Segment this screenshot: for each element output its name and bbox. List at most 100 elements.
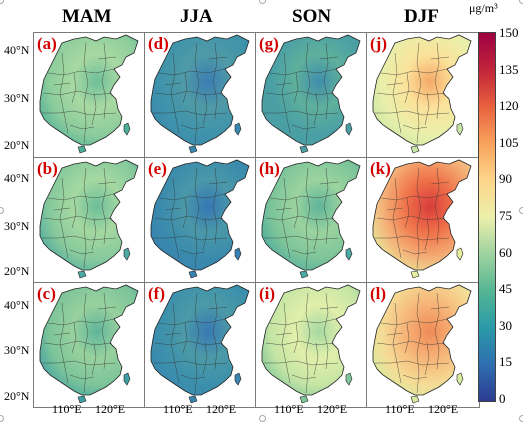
province-border xyxy=(404,72,410,104)
province-border xyxy=(180,374,206,380)
hainan-island xyxy=(188,395,198,404)
province-border xyxy=(305,42,311,144)
province-border xyxy=(208,56,228,60)
province-border xyxy=(416,42,422,144)
province-border xyxy=(281,302,291,384)
lat-label-20n-row3: 20°N xyxy=(4,389,30,403)
province-border xyxy=(291,124,317,130)
province-border xyxy=(164,82,182,86)
lon-label-110e-col2: 110°E xyxy=(163,402,193,416)
colorbar-tick-label: 0 xyxy=(499,391,506,406)
province-border xyxy=(386,82,404,86)
province-border xyxy=(380,193,448,201)
map-h xyxy=(261,159,361,279)
taiwan-island xyxy=(456,247,464,261)
province-border xyxy=(69,249,95,255)
province-border xyxy=(265,90,335,96)
province-border xyxy=(42,235,117,241)
taiwan-island xyxy=(123,247,131,261)
province-border xyxy=(59,177,69,259)
colorbar-tick-label: 60 xyxy=(499,244,512,260)
province-border xyxy=(97,56,117,60)
frame-handle-top-left xyxy=(0,0,4,4)
province-border xyxy=(319,181,339,185)
lon-label-120e-col1: 120°E xyxy=(95,402,126,416)
province-border xyxy=(392,177,402,259)
province-border xyxy=(182,197,188,229)
province-border xyxy=(164,207,182,211)
province-border xyxy=(319,56,339,60)
province-border xyxy=(375,235,450,241)
lat-label-30n-row3: 30°N xyxy=(4,343,30,357)
frame-handle-bottom-left xyxy=(0,415,4,422)
map-d xyxy=(150,34,250,154)
colorbar-tick-label: 90 xyxy=(499,171,512,187)
province-border xyxy=(402,124,428,130)
taiwan-island xyxy=(345,372,353,386)
panel-label-i: (i) xyxy=(259,284,276,303)
province-border xyxy=(375,110,450,116)
map-panel-i: (i) xyxy=(255,282,369,408)
taiwan-island xyxy=(234,247,242,261)
taiwan-island xyxy=(345,247,353,261)
province-border xyxy=(47,193,115,201)
province-border xyxy=(97,306,117,310)
map-panel-j: (j) xyxy=(366,32,480,158)
map-k xyxy=(372,159,472,279)
province-border xyxy=(194,42,200,144)
season-title-son: SON xyxy=(292,6,332,27)
frame-handle-bottom-mid xyxy=(259,415,266,422)
frame-handle-top-right xyxy=(519,0,523,4)
frame-handle-mid-left xyxy=(0,207,4,214)
china-outline-e xyxy=(150,159,250,271)
province-border xyxy=(376,215,446,221)
province-border xyxy=(376,90,446,96)
hainan-island xyxy=(77,145,87,154)
province-border xyxy=(430,306,450,310)
map-g xyxy=(261,34,361,154)
season-title-djf: DJF xyxy=(404,6,439,27)
hainan-island xyxy=(299,395,309,404)
province-border xyxy=(281,177,291,259)
panel-label-f: (f) xyxy=(148,284,165,303)
taiwan-island xyxy=(234,372,242,386)
season-title-jja: JJA xyxy=(180,6,213,27)
province-border xyxy=(182,72,188,104)
colorbar-tick-label: 120 xyxy=(499,98,519,114)
hainan-island xyxy=(188,145,198,154)
province-border xyxy=(71,197,77,229)
lat-label-20n-row1: 20°N xyxy=(4,138,30,152)
map-panel-e: (e) xyxy=(144,157,258,283)
province-border xyxy=(293,197,299,229)
taiwan-island xyxy=(456,122,464,136)
lon-label-120e-col2: 120°E xyxy=(206,402,237,416)
province-border xyxy=(153,235,228,241)
province-border xyxy=(416,292,422,394)
province-border xyxy=(194,167,200,269)
province-border xyxy=(208,181,228,185)
province-border xyxy=(154,90,224,96)
lat-label-40n-row1: 40°N xyxy=(4,43,30,57)
province-border xyxy=(424,342,430,376)
province-border xyxy=(380,68,448,76)
province-border xyxy=(53,332,71,336)
province-border xyxy=(158,193,226,201)
colorbar-tick-label: 150 xyxy=(499,25,519,40)
province-border xyxy=(202,217,208,251)
season-title-mam: MAM xyxy=(62,6,112,27)
province-border xyxy=(59,302,69,384)
province-border xyxy=(47,68,115,76)
province-border xyxy=(305,292,311,394)
panel-label-j: (j) xyxy=(370,34,387,53)
province-border xyxy=(71,72,77,104)
map-panel-b: (b) xyxy=(33,157,147,283)
province-border xyxy=(91,342,97,376)
colorbar-tick-label: 45 xyxy=(499,281,512,297)
panel-label-h: (h) xyxy=(259,159,280,178)
lat-label-40n-row3: 40°N xyxy=(4,298,30,312)
lon-label-110e-col4: 110°E xyxy=(385,402,415,416)
lat-label-20n-row2: 20°N xyxy=(4,264,30,278)
map-panel-g: (g) xyxy=(255,32,369,158)
province-border xyxy=(291,249,317,255)
province-border xyxy=(83,167,89,269)
